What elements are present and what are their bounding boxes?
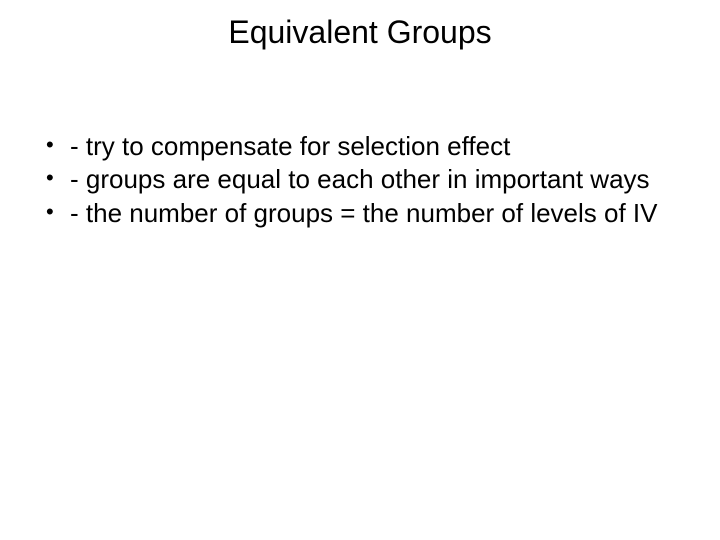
bullet-list: - try to compensate for selection effect…: [40, 130, 680, 230]
list-item: - groups are equal to each other in impo…: [40, 163, 680, 196]
list-item: - the number of groups = the number of l…: [40, 197, 680, 230]
bullet-text: - try to compensate for selection effect: [70, 131, 510, 161]
bullet-text: - groups are equal to each other in impo…: [70, 164, 650, 194]
slide-title: Equivalent Groups: [0, 14, 720, 51]
slide: Equivalent Groups - try to compensate fo…: [0, 0, 720, 540]
slide-body: - try to compensate for selection effect…: [40, 130, 680, 230]
bullet-text: - the number of groups = the number of l…: [70, 198, 658, 228]
list-item: - try to compensate for selection effect: [40, 130, 680, 163]
